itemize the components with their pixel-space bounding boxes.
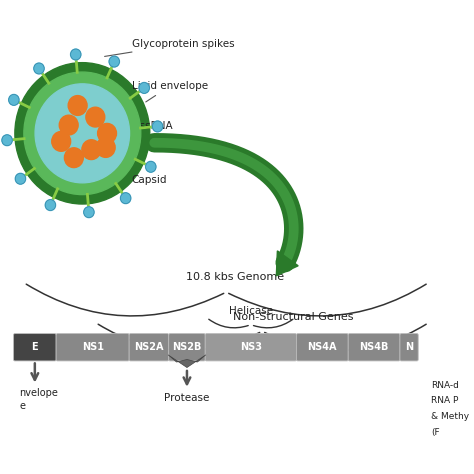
Text: Glycoprotein spikes: Glycoprotein spikes bbox=[105, 39, 235, 56]
Circle shape bbox=[109, 56, 119, 67]
Circle shape bbox=[35, 84, 129, 183]
Text: RNA-d: RNA-d bbox=[431, 381, 459, 390]
FancyBboxPatch shape bbox=[400, 334, 418, 361]
Circle shape bbox=[98, 123, 117, 143]
Circle shape bbox=[86, 107, 105, 127]
Circle shape bbox=[84, 207, 94, 218]
Circle shape bbox=[34, 63, 44, 74]
Text: NS3: NS3 bbox=[240, 342, 262, 352]
Circle shape bbox=[82, 140, 101, 160]
Text: RNA P: RNA P bbox=[431, 396, 458, 405]
Circle shape bbox=[9, 94, 19, 105]
Circle shape bbox=[15, 63, 150, 204]
Text: NS4A: NS4A bbox=[308, 342, 337, 352]
FancyBboxPatch shape bbox=[129, 334, 169, 361]
Circle shape bbox=[45, 200, 55, 210]
Text: NS2B: NS2B bbox=[172, 342, 201, 352]
Circle shape bbox=[96, 137, 115, 157]
FancyBboxPatch shape bbox=[297, 334, 348, 361]
Text: Lipid envelope: Lipid envelope bbox=[132, 81, 208, 102]
Circle shape bbox=[139, 82, 149, 93]
Text: NS1: NS1 bbox=[82, 342, 104, 352]
Text: Helicase: Helicase bbox=[229, 306, 273, 316]
Text: NS2A: NS2A bbox=[134, 342, 164, 352]
FancyBboxPatch shape bbox=[169, 334, 205, 361]
Circle shape bbox=[2, 135, 12, 146]
Text: NS4B: NS4B bbox=[359, 342, 389, 352]
Circle shape bbox=[71, 49, 81, 60]
Polygon shape bbox=[168, 355, 206, 367]
Text: & Methy: & Methy bbox=[431, 412, 469, 421]
Text: Non-Structural Genes: Non-Structural Genes bbox=[233, 312, 354, 322]
Text: 10.8 kbs Genome: 10.8 kbs Genome bbox=[186, 272, 284, 282]
Text: E: E bbox=[31, 342, 38, 352]
Circle shape bbox=[52, 131, 71, 151]
Text: nvelope: nvelope bbox=[19, 388, 58, 398]
Circle shape bbox=[153, 121, 163, 132]
Text: (F: (F bbox=[431, 428, 439, 437]
Text: N: N bbox=[405, 342, 413, 352]
Text: +ssRNA: +ssRNA bbox=[132, 121, 173, 137]
Text: Protease: Protease bbox=[164, 392, 210, 402]
FancyBboxPatch shape bbox=[14, 334, 56, 361]
Circle shape bbox=[59, 115, 78, 135]
Polygon shape bbox=[276, 251, 298, 276]
FancyBboxPatch shape bbox=[56, 334, 129, 361]
Circle shape bbox=[68, 96, 87, 115]
FancyBboxPatch shape bbox=[205, 334, 297, 361]
Text: Capsid: Capsid bbox=[90, 158, 167, 185]
Text: e: e bbox=[19, 401, 25, 411]
Circle shape bbox=[146, 161, 156, 172]
Circle shape bbox=[24, 72, 141, 195]
Circle shape bbox=[120, 193, 131, 204]
Circle shape bbox=[64, 148, 83, 168]
FancyBboxPatch shape bbox=[348, 334, 400, 361]
Circle shape bbox=[15, 173, 26, 184]
